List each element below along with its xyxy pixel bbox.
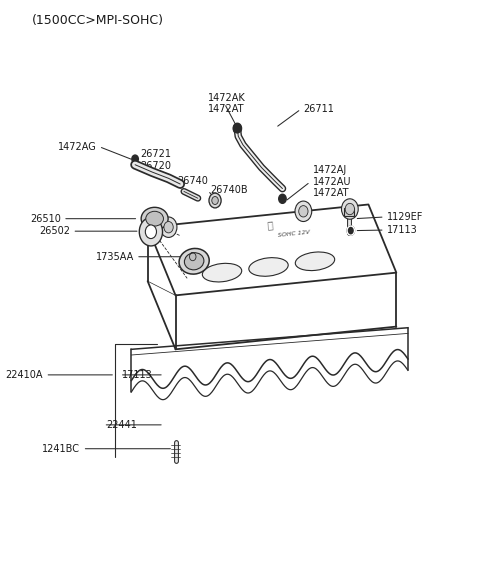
Text: 1472AK: 1472AK: [208, 93, 246, 103]
Text: 1472AG: 1472AG: [58, 141, 96, 152]
Text: 26721: 26721: [141, 149, 172, 160]
Circle shape: [209, 193, 221, 208]
Circle shape: [132, 155, 138, 163]
Circle shape: [341, 199, 358, 219]
Text: 26720: 26720: [141, 161, 172, 171]
Ellipse shape: [146, 211, 164, 226]
Text: 1472AJ: 1472AJ: [312, 165, 347, 176]
FancyBboxPatch shape: [344, 208, 354, 216]
Ellipse shape: [141, 207, 168, 230]
Text: 26510: 26510: [30, 214, 61, 224]
Text: 1472AT: 1472AT: [208, 104, 245, 114]
Circle shape: [212, 197, 218, 204]
Text: 26740: 26740: [177, 176, 208, 186]
Circle shape: [164, 222, 173, 233]
Text: 26711: 26711: [303, 104, 334, 114]
Text: 26502: 26502: [39, 226, 70, 236]
Text: 26740B: 26740B: [210, 185, 248, 195]
Text: 22441: 22441: [106, 420, 137, 430]
Text: (1500CC>MPI-SOHC): (1500CC>MPI-SOHC): [32, 14, 164, 27]
Text: 17113: 17113: [387, 225, 418, 235]
Text: SOHC 12V: SOHC 12V: [278, 230, 311, 238]
Text: ⓭: ⓭: [266, 220, 273, 230]
Circle shape: [299, 206, 308, 217]
Circle shape: [295, 201, 312, 222]
Ellipse shape: [179, 248, 209, 274]
Circle shape: [234, 124, 241, 133]
Ellipse shape: [203, 264, 242, 282]
Circle shape: [209, 193, 221, 208]
Text: 1472AT: 1472AT: [312, 188, 349, 198]
Text: 22410A: 22410A: [6, 370, 43, 380]
Circle shape: [160, 217, 177, 237]
Circle shape: [139, 218, 163, 246]
Text: 1472AU: 1472AU: [312, 177, 351, 187]
Circle shape: [349, 228, 353, 233]
Circle shape: [345, 203, 355, 215]
Circle shape: [279, 194, 286, 203]
Circle shape: [190, 253, 196, 261]
Ellipse shape: [295, 252, 335, 270]
Text: 17113: 17113: [122, 370, 153, 380]
Circle shape: [347, 226, 355, 235]
Text: 1735AA: 1735AA: [96, 252, 134, 262]
Text: 1129EF: 1129EF: [387, 212, 423, 222]
Circle shape: [233, 123, 241, 133]
Text: 1241BC: 1241BC: [42, 444, 80, 454]
Ellipse shape: [184, 253, 204, 270]
Circle shape: [145, 225, 156, 239]
Ellipse shape: [249, 258, 288, 276]
